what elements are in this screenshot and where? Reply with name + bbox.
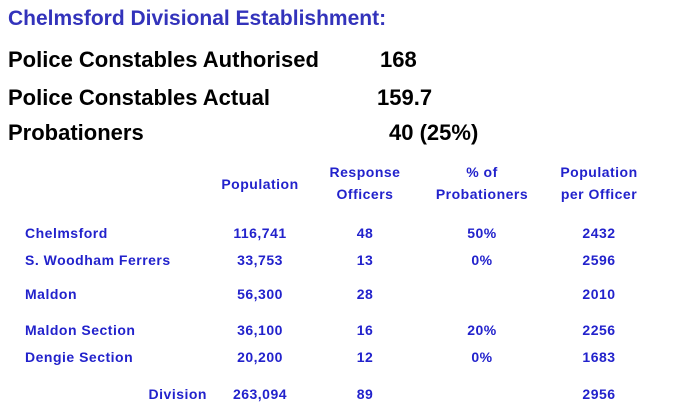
header-response-line1: Response	[329, 164, 401, 180]
header-ppo-line1: Population	[560, 164, 638, 180]
row-population-division: 263,094	[232, 386, 288, 402]
row-officers-dengie-section: 12	[356, 349, 374, 365]
stat-value-probationers: 40 (25%)	[389, 120, 479, 145]
row-population-maldon-section: 36,100	[237, 322, 283, 338]
row-name-chelmsford: Chelmsford	[25, 225, 108, 241]
row-per-officer-maldon: 2010	[582, 286, 616, 302]
header-probationers: % of Probationers	[418, 161, 546, 205]
row-probationers-maldon-section: 20%	[467, 322, 497, 338]
row-population-maldon: 56,300	[237, 286, 283, 302]
row-per-officer-woodham-ferrers: 2596	[582, 252, 616, 268]
row-population-dengie-section: 20,200	[237, 349, 283, 365]
row-officers-maldon-section: 16	[356, 322, 374, 338]
row-officers-chelmsford: 48	[356, 225, 374, 241]
row-name-maldon-section: Maldon Section	[25, 322, 136, 338]
row-probationers-chelmsford: 50%	[467, 225, 497, 241]
stat-value-authorised: 168	[380, 47, 417, 72]
header-probationers-line2: Probationers	[435, 186, 529, 202]
header-probationers-line1: % of	[466, 164, 498, 180]
header-population: Population	[221, 176, 299, 192]
row-name-woodham-ferrers: S. Woodham Ferrers	[25, 252, 171, 268]
stat-label-authorised: Police Constables Authorised	[8, 47, 319, 72]
page-title: Chelmsford Divisional Establishment:	[8, 7, 387, 30]
row-per-officer-maldon-section: 2256	[582, 322, 616, 338]
stat-label-probationers: Probationers	[8, 120, 144, 145]
header-ppo-line2: per Officer	[560, 186, 638, 202]
header-response-line2: Officers	[336, 186, 394, 202]
row-name-dengie-section: Dengie Section	[25, 349, 134, 365]
row-officers-division: 89	[356, 386, 374, 402]
row-probationers-dengie-section: 0%	[471, 349, 493, 365]
stat-value-actual: 159.7	[377, 85, 433, 110]
row-per-officer-dengie-section: 1683	[582, 349, 616, 365]
row-officers-woodham-ferrers: 13	[356, 252, 374, 268]
row-probationers-woodham-ferrers: 0%	[471, 252, 493, 268]
row-per-officer-division: 2956	[582, 386, 616, 402]
row-name-division: Division	[148, 386, 207, 402]
row-population-chelmsford: 116,741	[233, 225, 287, 241]
row-per-officer-chelmsford: 2432	[582, 225, 616, 241]
stat-label-actual: Police Constables Actual	[8, 85, 271, 110]
row-population-woodham-ferrers: 33,753	[237, 252, 283, 268]
row-officers-maldon: 28	[356, 286, 374, 302]
header-population-per-officer: Population per Officer	[540, 161, 658, 205]
row-name-maldon: Maldon	[25, 286, 77, 302]
header-response-officers: Response Officers	[310, 161, 420, 205]
